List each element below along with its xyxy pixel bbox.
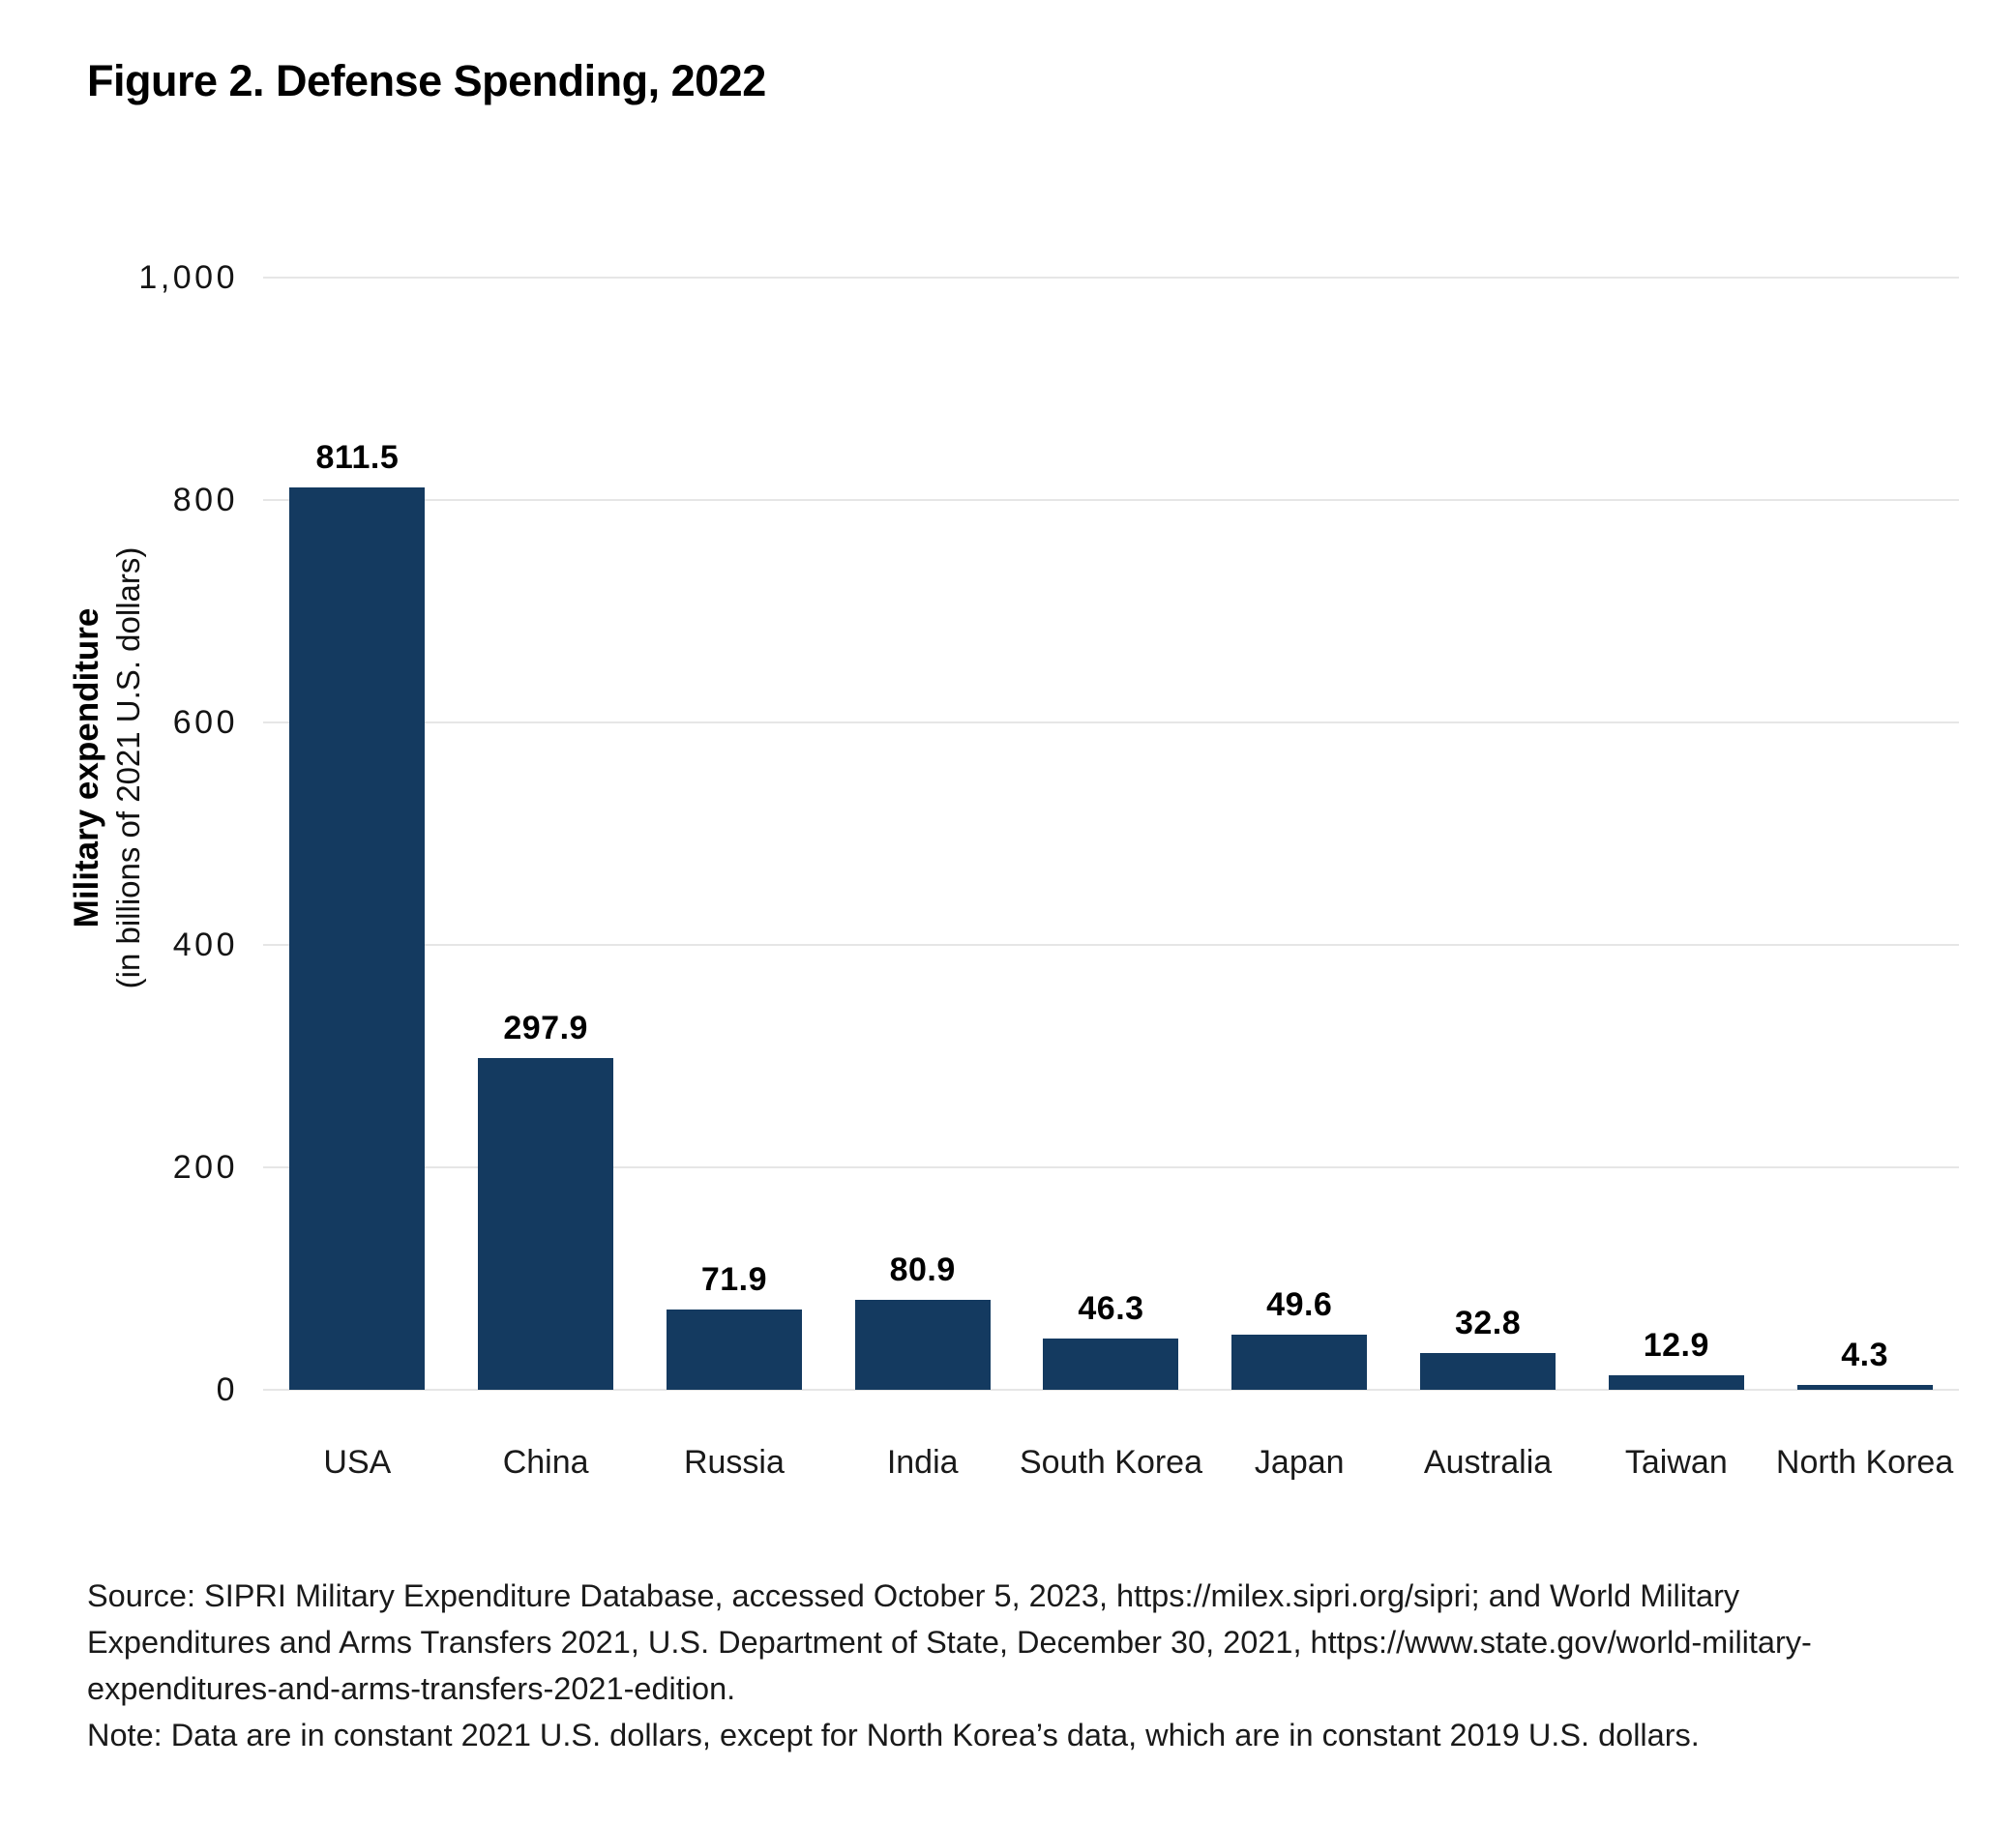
y-tick-label-1000: 1,000 <box>138 259 238 296</box>
bar-value-label: 4.3 <box>1841 1337 1888 1373</box>
x-category-label: Taiwan <box>1624 1444 1728 1481</box>
bar <box>854 1300 991 1390</box>
figure-title: Figure 2. Defense Spending, 2022 <box>87 56 766 105</box>
bar-value-label: 49.6 <box>1266 1286 1333 1323</box>
bar-value-label: 297.9 <box>503 1010 588 1046</box>
bar-value-label: 12.9 <box>1643 1327 1709 1364</box>
source-note: Source: SIPRI Military Expenditure Datab… <box>87 1573 1812 1758</box>
bar <box>1043 1339 1179 1390</box>
gridline-1000 <box>263 277 1959 279</box>
gridline-400 <box>263 944 1959 946</box>
bar <box>1796 1385 1933 1390</box>
bar-group-usa: 811.5 USA <box>263 278 452 1481</box>
bar <box>1231 1335 1368 1390</box>
bar-group-north-korea: 4.3 North Korea <box>1770 278 1959 1481</box>
bar <box>1420 1353 1556 1390</box>
source-line-1: Source: SIPRI Military Expenditure Datab… <box>87 1578 1740 1613</box>
y-tick-label-200: 200 <box>172 1149 238 1186</box>
bar-value-label: 32.8 <box>1454 1305 1522 1341</box>
y-axis-title: Military expenditure (in billions of 202… <box>54 212 161 1324</box>
x-category-label: India <box>886 1444 959 1481</box>
bar-value-label: 811.5 <box>315 439 400 476</box>
bar <box>478 1058 614 1390</box>
bar <box>666 1310 802 1390</box>
x-category-label: USA <box>323 1444 392 1481</box>
bar <box>289 487 426 1390</box>
x-axis-baseline <box>263 1389 1959 1391</box>
y-tick-label-600: 600 <box>172 704 238 741</box>
source-line-4: Note: Data are in constant 2021 U.S. dol… <box>87 1718 1700 1752</box>
bar-group-south-korea: 46.3 South Korea <box>1017 278 1205 1481</box>
x-category-label: North Korea <box>1775 1444 1954 1481</box>
x-category-label: Japan <box>1254 1444 1345 1481</box>
x-category-label: Australia <box>1423 1444 1553 1481</box>
source-line-3: expenditures-and-arms-transfers-2021-edi… <box>87 1671 736 1706</box>
x-category-label: Russia <box>683 1444 785 1481</box>
bar-group-india: 80.9 India <box>828 278 1017 1481</box>
y-tick-label-400: 400 <box>172 927 238 963</box>
bar-group-australia: 32.8 Australia <box>1394 278 1583 1481</box>
bar-group-taiwan: 12.9 Taiwan <box>1582 278 1770 1481</box>
gridline-200 <box>263 1166 1959 1168</box>
y-axis-title-sub: (in billions of 2021 U.S. dollars) <box>110 546 146 989</box>
y-axis-title-main: Military expenditure <box>68 607 105 928</box>
bar-group-russia: 71.9 Russia <box>640 278 829 1481</box>
bar-value-label: 80.9 <box>889 1251 956 1288</box>
bar-value-label: 71.9 <box>700 1261 768 1298</box>
source-line-2: Expenditures and Arms Transfers 2021, U.… <box>87 1625 1812 1660</box>
y-tick-label-0: 0 <box>216 1371 238 1408</box>
bar-group-japan: 49.6 Japan <box>1205 278 1394 1481</box>
gridline-800 <box>263 499 1959 501</box>
bar-group-china: 297.9 China <box>452 278 640 1481</box>
gridline-600 <box>263 721 1959 723</box>
x-category-label: South Korea <box>1019 1444 1202 1481</box>
plot-area: 0 200 400 600 800 1,000 811.5 USA 297.9 China 71.9… <box>138 261 1959 1481</box>
bar-value-label: 46.3 <box>1078 1290 1144 1327</box>
y-tick-label-800: 800 <box>172 482 238 518</box>
x-category-label: China <box>502 1444 589 1481</box>
bar <box>1608 1375 1744 1390</box>
